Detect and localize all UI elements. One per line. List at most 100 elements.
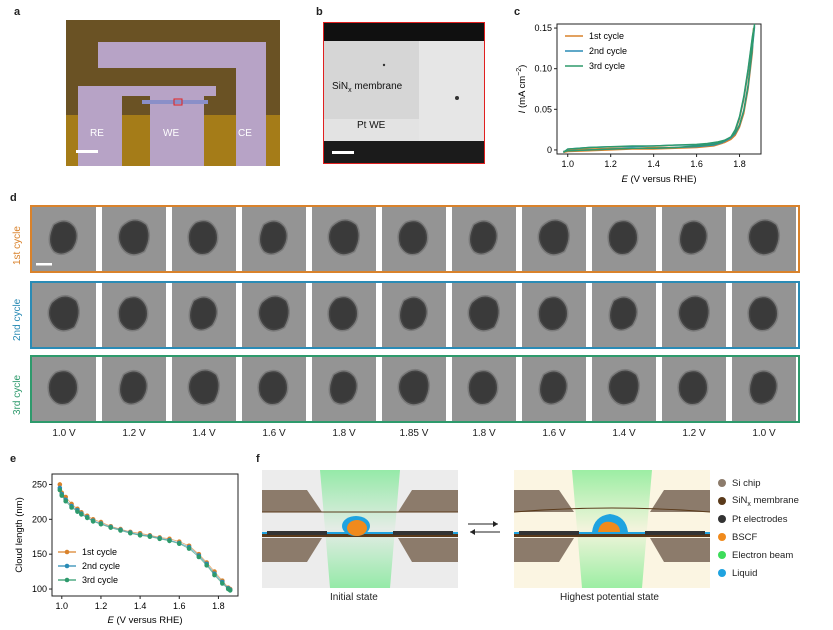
tem-frame	[592, 207, 656, 271]
voltage-label: 1.6 V	[542, 428, 566, 439]
x-tick-label: 1.8	[212, 601, 225, 611]
x-axis-label: E (V versus RHE)	[622, 174, 697, 185]
panel-a-label: a	[14, 6, 21, 18]
x-tick-label: 1.4	[647, 159, 660, 169]
voltage-label: 1.0 V	[52, 428, 76, 439]
ce-label: CE	[238, 128, 252, 139]
tem-frame	[452, 357, 516, 421]
device-micrograph: RE WE CE	[66, 20, 280, 166]
legend-dot	[718, 497, 726, 505]
membrane-image-drawing	[324, 23, 484, 163]
legend-label: 1st cycle	[589, 31, 624, 41]
data-point	[57, 487, 63, 493]
tem-frame	[382, 283, 446, 347]
legend-item: Liquid	[718, 564, 830, 582]
y-tick-label: 250	[32, 479, 47, 489]
schematic-initial	[262, 470, 458, 588]
x-tick-label: 1.2	[95, 601, 108, 611]
tem-frame	[102, 357, 166, 421]
y-tick-label: 0.10	[534, 64, 552, 74]
data-point	[196, 554, 202, 560]
data-point	[212, 572, 217, 578]
tem-frame	[522, 283, 586, 347]
tem-frame	[522, 207, 586, 271]
legend-item: SiNx membrane	[718, 492, 830, 510]
legend-marker	[64, 549, 70, 555]
x-tick-label: 1.6	[690, 159, 703, 169]
legend-label: 3rd cycle	[82, 575, 118, 585]
tem-frame	[312, 207, 376, 271]
data-point	[108, 525, 114, 530]
data-point	[59, 493, 65, 498]
tem-frame	[522, 357, 586, 421]
data-point	[69, 505, 74, 510]
schematic-highest	[514, 470, 710, 588]
tem-frame	[172, 357, 236, 421]
tem-frame	[242, 207, 306, 271]
y-tick-label: 200	[32, 514, 47, 524]
x-tick-label: 1.4	[134, 601, 147, 611]
data-point	[63, 498, 69, 504]
legend-item: BSCF	[718, 528, 830, 546]
data-point	[137, 533, 143, 538]
data-point	[57, 482, 63, 487]
membrane-label: SiNx membrane	[332, 81, 403, 94]
legend-text: Pt electrodes	[732, 513, 788, 525]
x-tick-label: 1.0	[561, 159, 574, 169]
y-tick-label: 100	[32, 584, 47, 594]
x-tick-label: 1.6	[173, 601, 186, 611]
data-point	[147, 534, 153, 540]
cycle-row-label: 3rd cycle	[12, 374, 23, 415]
voltage-label: 1.2 V	[122, 428, 146, 439]
data-point	[157, 536, 162, 542]
legend-marker	[64, 577, 70, 583]
tem-frame	[242, 283, 306, 347]
y-axis-label: I (mA cm−2)	[516, 65, 528, 114]
data-point	[220, 581, 225, 586]
scale-bar	[36, 263, 52, 266]
data-point	[84, 515, 90, 521]
data-point	[176, 541, 182, 547]
legend-marker	[64, 563, 70, 569]
series-line-1	[59, 484, 231, 590]
legend-text: Si chip	[732, 477, 761, 489]
panel-b-label: b	[316, 6, 323, 18]
legend-dot	[718, 533, 726, 541]
voltage-label: 1.0 V	[752, 428, 776, 439]
tem-frame	[452, 207, 516, 271]
plot-frame	[51, 473, 239, 597]
device-micrograph-drawing	[66, 20, 280, 166]
panel-c-label: c	[514, 6, 521, 18]
legend-dot	[718, 551, 726, 559]
tem-frame	[592, 357, 656, 421]
cloud-length-chart: 1.0 1.2 1.4 1.6 1.8 100 150 200 250 E (V versus R…	[14, 473, 239, 626]
pt-we-label: Pt WE	[357, 120, 386, 131]
data-point	[167, 538, 172, 544]
legend-item: Electron beam	[718, 546, 830, 564]
plot-frame	[556, 23, 762, 155]
tem-frame	[382, 207, 446, 271]
tem-frame	[312, 283, 376, 347]
data-point	[98, 521, 104, 527]
tem-frame	[172, 207, 236, 271]
legend-text: SiNx membrane	[732, 494, 799, 508]
tem-frame	[732, 207, 796, 271]
panel-e-label: e	[10, 453, 17, 465]
tem-frame	[662, 207, 726, 271]
tem-frame	[662, 283, 726, 347]
tem-frame	[32, 357, 96, 421]
legend-text: Liquid	[732, 567, 758, 579]
schematic-legend: Si chip SiNx membrane Pt electrodes BSCF Ele…	[718, 474, 830, 582]
data-point	[90, 519, 96, 524]
cv-chart: 1.0 1.2 1.4 1.6 1.8 0 0.05 0.10 0.15 E (V versus …	[516, 23, 762, 185]
tem-frame	[452, 283, 516, 347]
tem-frame	[312, 357, 376, 421]
cycle-row-label: 2nd cycle	[12, 298, 23, 341]
data-point	[227, 588, 233, 593]
series-line-3	[562, 23, 756, 153]
tem-frame	[732, 357, 796, 421]
tem-frame	[592, 283, 656, 347]
we-label: WE	[163, 128, 180, 139]
x-tick-label: 1.0	[56, 601, 69, 611]
tem-frame	[102, 207, 166, 271]
